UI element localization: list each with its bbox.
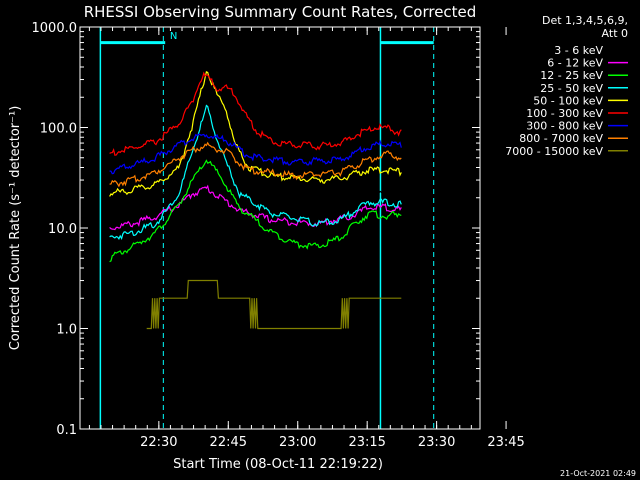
- x-tick-label: 23:30: [418, 435, 455, 450]
- legend-label: 25 - 50 keV: [540, 82, 603, 95]
- x-axis: 22:30 22:45 23:00 23:15 23:30 23:45: [88, 27, 525, 450]
- legend-header: Att 0: [602, 27, 628, 40]
- series-line: [109, 141, 402, 188]
- y-tick-label: 1000.0: [32, 21, 78, 36]
- footer-timestamp: 21-Oct-2021 02:49: [560, 469, 636, 478]
- y-tick-label: 0.1: [56, 423, 77, 438]
- legend-label: 300 - 800 keV: [526, 120, 603, 133]
- series-line: [109, 70, 402, 197]
- y-tick-label: 10.0: [48, 222, 77, 237]
- series-line: [109, 71, 402, 156]
- legend-label: 7000 - 15000 keV: [505, 145, 603, 158]
- x-tick-label: 23:15: [348, 435, 385, 450]
- y-axis: 0.1 1.0 10.0 100.0 1000.0: [32, 21, 480, 438]
- x-tick-label: 22:45: [210, 435, 247, 450]
- legend-label: 100 - 300 keV: [526, 107, 603, 120]
- series-line: [109, 181, 402, 201]
- legend-label: 12 - 25 keV: [540, 69, 603, 82]
- series-line: [109, 104, 402, 240]
- night-flag-label: N: [170, 31, 177, 42]
- plot-area: N: [99, 27, 435, 429]
- series-line: [146, 279, 402, 330]
- legend-label: 3 - 6 keV: [554, 44, 603, 57]
- series-line: [109, 159, 402, 263]
- legend-header: Det 1,3,4,5,6,9,: [542, 14, 628, 27]
- x-tick-label: 22:30: [140, 435, 177, 450]
- x-tick-label: 23:45: [487, 435, 524, 450]
- y-tick-label: 100.0: [40, 122, 77, 137]
- y-tick-label: 1.0: [56, 323, 77, 338]
- legend-label: 800 - 7000 keV: [519, 132, 603, 145]
- x-tick-label: 23:00: [279, 435, 316, 450]
- legend-label: 6 - 12 keV: [547, 57, 603, 70]
- y-axis-label: Corrected Count Rate (s⁻¹ detector⁻¹): [8, 106, 23, 351]
- chart-title: RHESSI Observing Summary Count Rates, Co…: [84, 3, 477, 21]
- series-line: [109, 184, 402, 231]
- legend-label: 50 - 100 keV: [533, 94, 603, 107]
- series-line: [109, 133, 402, 175]
- x-axis-label: Start Time (08-Oct-11 22:19:22): [173, 457, 383, 472]
